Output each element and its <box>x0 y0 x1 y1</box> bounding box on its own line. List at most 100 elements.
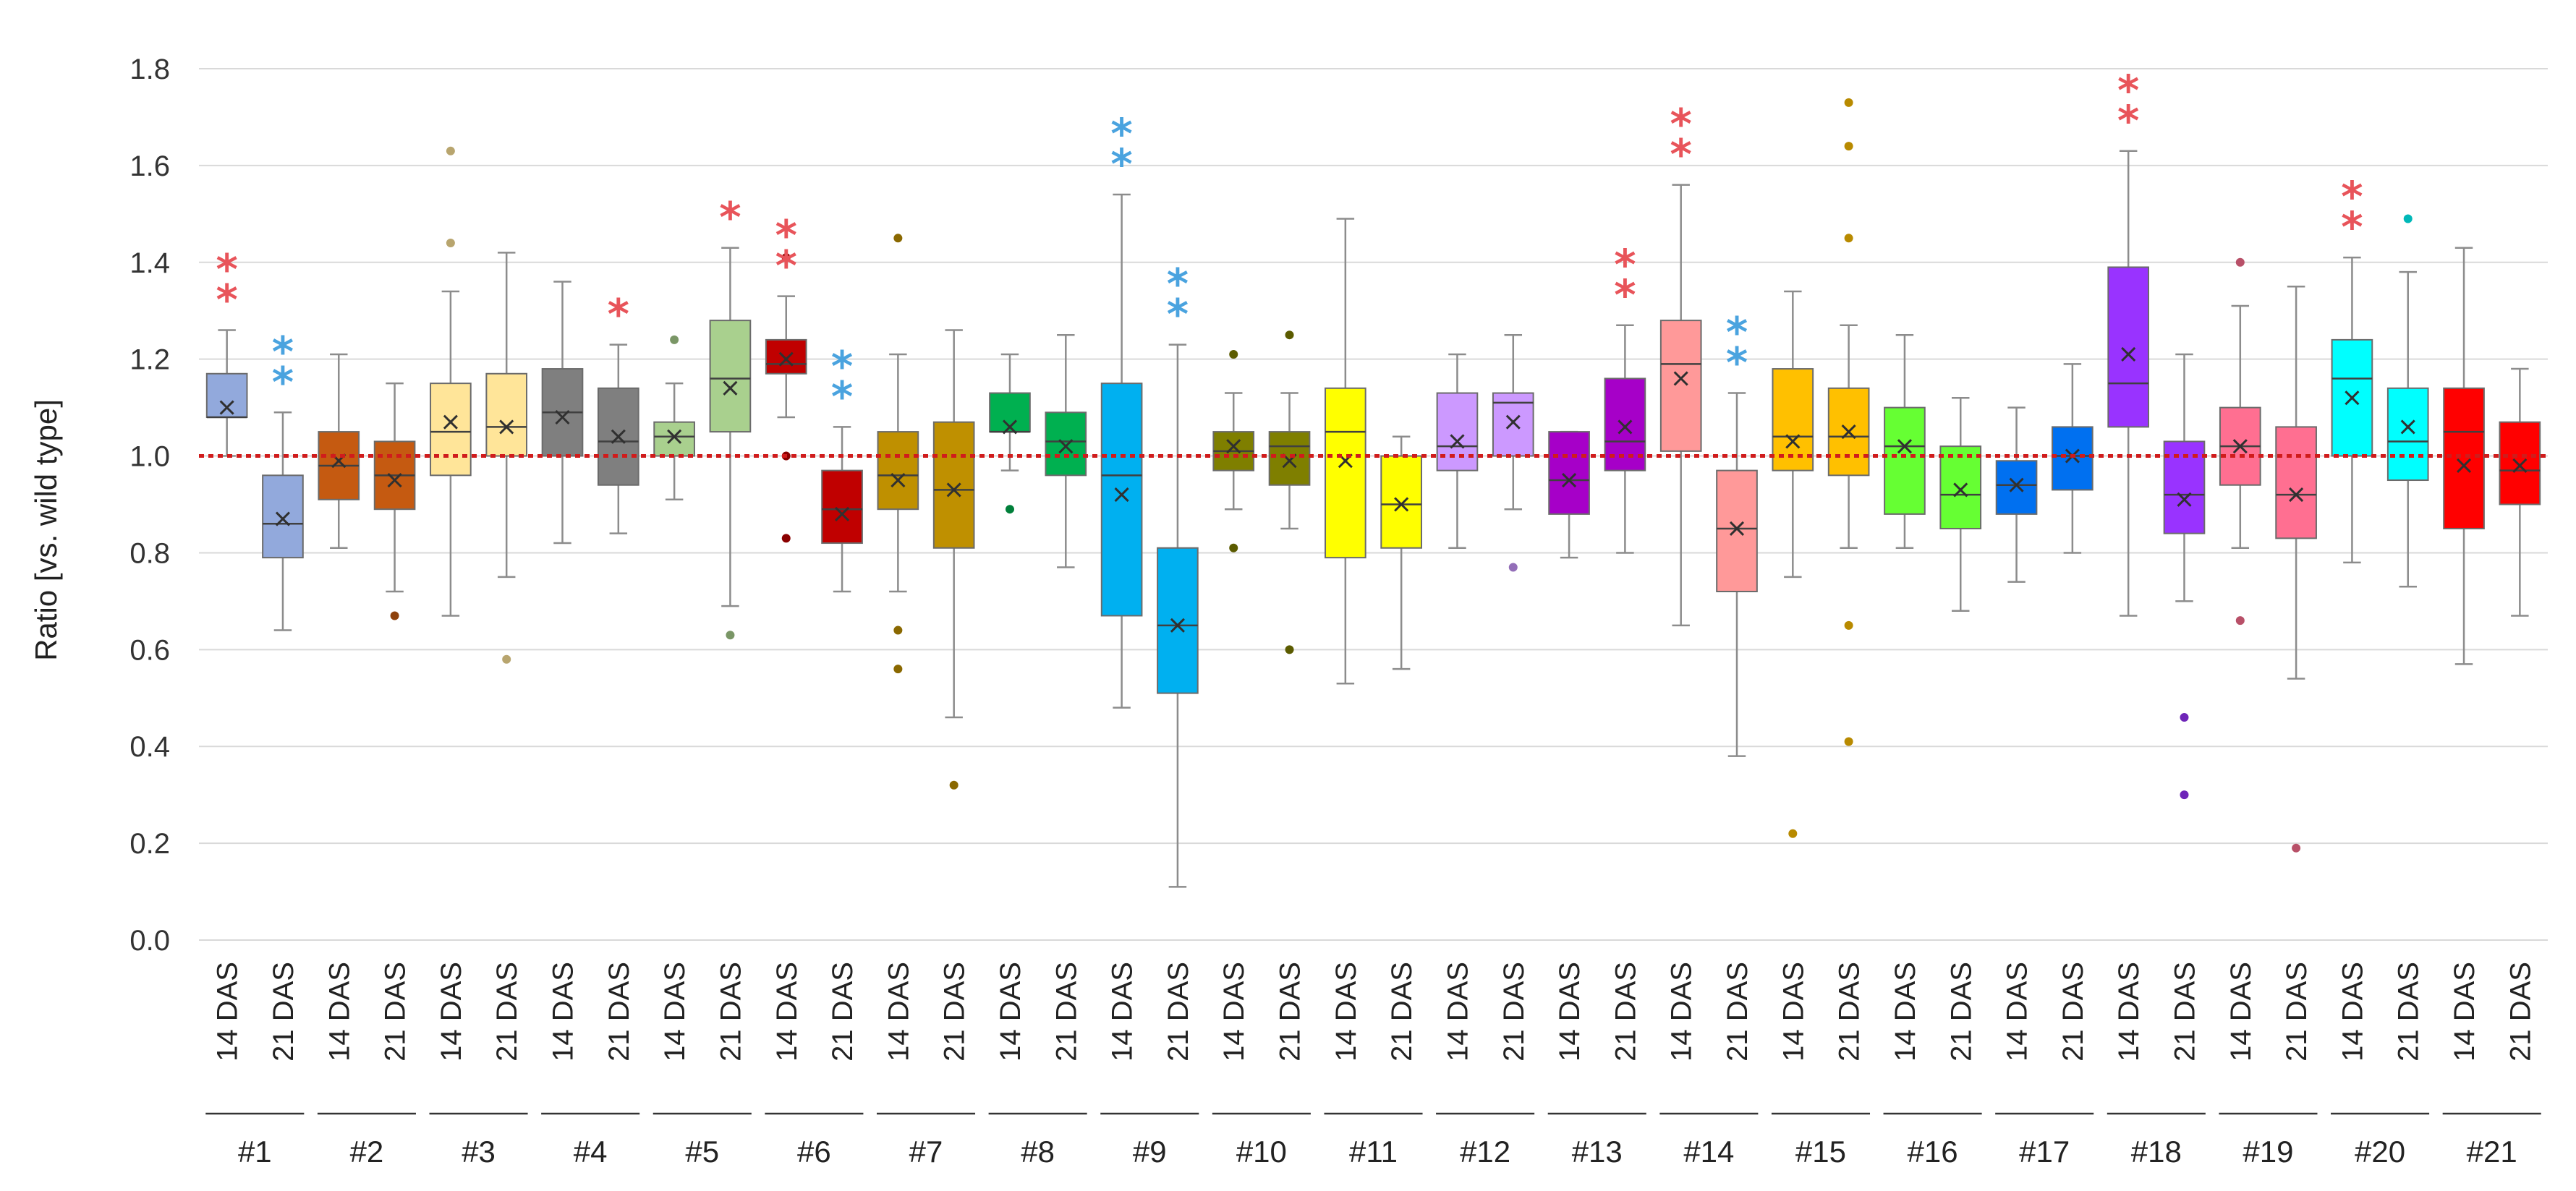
y-axis: 0.0 0.2 0.4 0.6 0.8 1.0 1.2 1.4 1.6 1.8 <box>129 54 170 957</box>
box-16-21das <box>1939 396 1982 612</box>
mean-marker <box>1002 419 1018 435</box>
significance-star: * <box>2117 66 2139 115</box>
y-tick-label: 1.8 <box>129 54 170 85</box>
box-7-14das <box>877 234 919 674</box>
box-16-14das <box>1884 333 1926 549</box>
box-body <box>653 421 695 457</box>
y-tick-label: 1.2 <box>129 344 170 376</box>
group-label: #3 <box>462 1135 496 1169</box>
mean-marker <box>1562 472 1577 488</box>
group-label: #7 <box>909 1135 943 1169</box>
box-1-21das: ** <box>262 327 304 631</box>
y-tick-label: 0.8 <box>129 537 170 569</box>
significance-star: * <box>2117 96 2139 145</box>
box-body <box>1548 431 1590 515</box>
significance-star: * <box>608 290 629 339</box>
significance-star: * <box>1726 308 1748 357</box>
box-19-21das <box>2275 286 2317 853</box>
mean-marker <box>2009 477 2024 492</box>
box-20-21das <box>2386 214 2429 588</box>
box-11-21das <box>1380 435 1422 670</box>
outlier-point <box>893 665 903 674</box>
significance-star: * <box>2341 202 2363 252</box>
y-tick-label: 0.0 <box>129 925 170 957</box>
outlier-point <box>1508 563 1518 572</box>
significance-star: * <box>831 372 853 421</box>
outlier-point <box>2403 214 2413 223</box>
outlier-point <box>390 611 399 620</box>
outlier-point <box>781 253 791 262</box>
significance-star: * <box>775 211 797 260</box>
box-15-14das <box>1772 290 1814 838</box>
significance-star: * <box>1167 260 1189 309</box>
group-label: #19 <box>2243 1135 2293 1169</box>
box-8-14das <box>989 353 1031 514</box>
y-tick-label: 0.4 <box>129 731 170 763</box>
x-category-label: 21 DAS <box>268 962 299 1062</box>
mean-marker <box>1226 439 1241 454</box>
y-tick-label: 0.2 <box>129 828 170 860</box>
box-21-14das <box>2443 247 2485 665</box>
mean-marker <box>1058 439 1074 454</box>
significance-star: * <box>272 357 294 406</box>
x-category-label: 21 DAS <box>1386 962 1418 1062</box>
box-body <box>1045 411 1087 477</box>
outlier-point <box>1005 505 1014 514</box>
outlier-point <box>893 626 903 635</box>
x-category-label: 21 DAS <box>1610 962 1641 1062</box>
x-category-label: 21 DAS <box>1945 962 1977 1062</box>
significance-star: * <box>1167 290 1189 339</box>
group-label: #21 <box>2467 1135 2517 1169</box>
outlier-point <box>1844 737 1853 746</box>
x-category-label: 21 DAS <box>2504 962 2536 1062</box>
box-14-14das: ** <box>1659 100 1702 627</box>
box-body <box>877 431 919 511</box>
x-category-label: 21 DAS <box>1050 962 1082 1062</box>
significance-star: * <box>1614 270 1636 320</box>
box-9-21das: ** <box>1157 260 1199 888</box>
mean-marker <box>2232 439 2248 454</box>
outlier-point <box>1844 98 1853 107</box>
outlier-point <box>2180 713 2189 722</box>
group-label: #5 <box>685 1135 719 1169</box>
box-body <box>821 469 863 545</box>
outlier-point <box>1788 829 1798 838</box>
box-19-14das <box>2219 257 2261 626</box>
outlier-point <box>2235 257 2245 267</box>
mean-marker <box>2177 492 2192 507</box>
mean-marker <box>443 414 458 430</box>
mean-marker <box>1394 497 1409 512</box>
box-body <box>989 392 1031 433</box>
significance-star: * <box>272 327 294 376</box>
x-category-label: 14 DAS <box>2337 962 2368 1062</box>
box-body <box>709 320 752 433</box>
box-4-21das: * <box>597 290 639 534</box>
x-category-label: 21 DAS <box>827 962 859 1062</box>
x-category-label: 14 DAS <box>1107 962 1139 1062</box>
boxes: ************** ********** <box>205 66 2541 888</box>
mean-marker <box>723 380 738 396</box>
box-18-14das: ** <box>2107 66 2150 617</box>
x-category-label: 14 DAS <box>2225 962 2257 1062</box>
y-tick-label: 0.6 <box>129 634 170 666</box>
box-13-14das <box>1548 430 1590 559</box>
outlier-point <box>1285 645 1294 654</box>
x-category-label: 14 DAS <box>2449 962 2481 1062</box>
x-category-label: 14 DAS <box>1218 962 1250 1062</box>
mean-marker <box>1170 618 1185 633</box>
box-20-14das: ** <box>2331 172 2373 564</box>
outlier-point <box>726 631 735 640</box>
box-body <box>1100 383 1143 617</box>
box-body <box>1995 460 2038 515</box>
x-category-label: 21 DAS <box>715 962 747 1062</box>
group-label: #13 <box>1572 1135 1623 1169</box>
mean-marker <box>778 351 794 367</box>
box-2-14das <box>318 353 360 549</box>
box-body <box>1380 455 1422 549</box>
mean-marker <box>1785 434 1801 449</box>
box-body <box>1325 387 1366 559</box>
outlier-point <box>1844 620 1853 630</box>
box-body <box>2275 426 2317 539</box>
box-body <box>2499 421 2541 505</box>
mean-marker <box>611 429 626 444</box>
